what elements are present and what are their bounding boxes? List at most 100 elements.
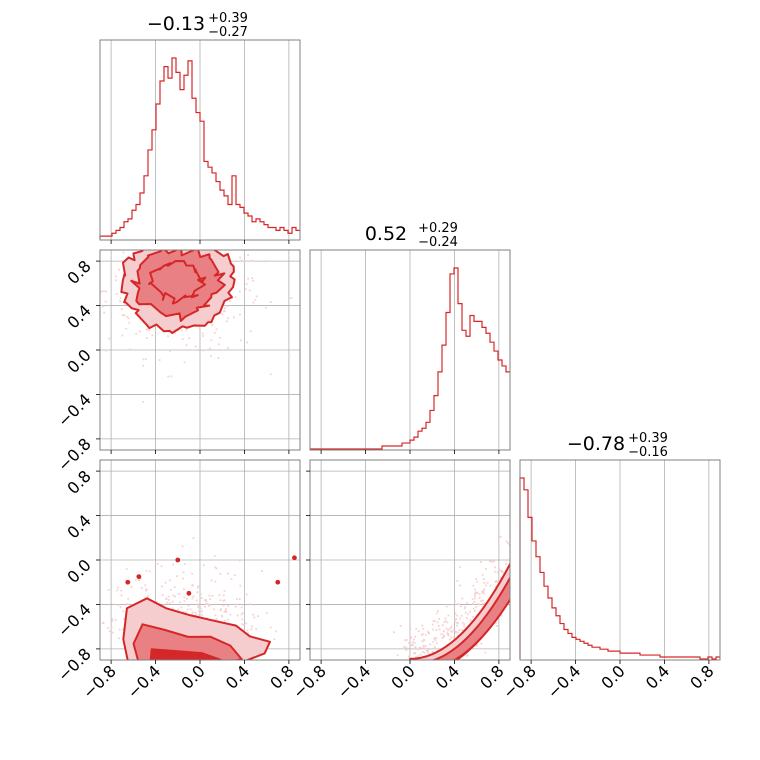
scatter-point	[239, 256, 242, 259]
scatter-point	[26, 614, 28, 616]
scatter-point	[417, 655, 420, 658]
scatter-point	[111, 617, 114, 620]
x-tick-label: 0.4	[432, 661, 463, 692]
scatter-point	[434, 685, 436, 687]
scatter-point	[161, 594, 164, 596]
scatter-point	[493, 560, 495, 563]
scatter-point	[478, 593, 481, 596]
scatter-point	[125, 327, 128, 330]
scatter-point	[215, 618, 218, 620]
scatter-point	[424, 644, 427, 647]
scatter-point	[145, 358, 147, 361]
scatter-point	[228, 245, 230, 247]
scatter-point	[255, 628, 258, 630]
histogram-panel-0	[99, 39, 301, 244]
scatter-point	[422, 644, 425, 647]
scatter-point	[249, 603, 252, 606]
title-median: −0.78	[567, 433, 625, 455]
scatter-point	[452, 628, 455, 631]
scatter-point	[445, 605, 448, 608]
scatter-point	[215, 567, 218, 570]
x-tick-label: 0.4	[642, 661, 673, 692]
scatter-point	[155, 600, 158, 603]
scatter-point	[437, 661, 439, 663]
scatter-point	[463, 607, 466, 610]
scatter-point	[208, 605, 210, 608]
scatter-point	[427, 632, 430, 635]
scatter-point	[479, 561, 482, 563]
scatter-point	[224, 307, 226, 310]
histogram-panel-1	[309, 249, 511, 454]
y-tick-label: 0.0	[63, 345, 94, 376]
scatter-point	[225, 320, 228, 323]
scatter-point	[172, 607, 175, 610]
scatter-point	[238, 559, 241, 562]
scatter-point	[217, 343, 220, 346]
scatter-point	[510, 592, 512, 594]
scatter-point	[405, 649, 408, 651]
scatter-point	[223, 310, 226, 312]
scatter-point	[435, 629, 438, 632]
scatter-point	[460, 614, 463, 617]
scatter-point	[413, 695, 415, 697]
scatter-point	[450, 625, 453, 628]
scatter-point	[466, 613, 469, 616]
scatter-point	[412, 644, 414, 646]
scatter-point	[214, 580, 217, 583]
scatter-point	[275, 630, 278, 633]
histogram-step-line	[310, 267, 510, 450]
density-contour-island	[125, 579, 131, 585]
scatter-point	[95, 618, 97, 620]
scatter-point	[243, 260, 246, 263]
scatter-point	[253, 616, 256, 619]
y-tick-label: −0.8	[54, 434, 95, 475]
scatter-point	[505, 563, 508, 565]
scatter-point	[408, 642, 410, 644]
scatter-point	[454, 631, 457, 634]
scatter-point	[421, 634, 423, 636]
scatter-point	[193, 223, 195, 225]
scatter-point	[219, 573, 222, 575]
scatter-point	[495, 580, 498, 583]
scatter-point	[118, 628, 121, 631]
scatter-point	[423, 639, 426, 642]
scatter-point	[233, 316, 235, 319]
scatter-point	[496, 571, 499, 574]
x-tick-label: −0.8	[79, 661, 120, 702]
scatter-point	[195, 599, 198, 602]
scatter-point	[252, 279, 255, 282]
scatter-point	[231, 297, 233, 300]
scatter-point	[172, 594, 175, 597]
scatter-point	[123, 618, 125, 620]
y-tick-label: −0.4	[54, 390, 95, 431]
scatter-point	[125, 568, 128, 571]
scatter-point	[433, 620, 436, 623]
scatter-point	[198, 327, 201, 330]
scatter-point	[231, 245, 233, 247]
scatter-point	[122, 251, 125, 254]
scatter-point	[139, 577, 142, 580]
scatter-point	[201, 610, 203, 613]
scatter-point	[217, 357, 220, 359]
scatter-point	[421, 633, 424, 635]
scatter-point	[434, 639, 437, 642]
scatter-point	[170, 589, 172, 591]
scatter-point	[193, 210, 195, 212]
scatter-point	[481, 602, 484, 605]
histogram-step-line	[519, 477, 720, 660]
scatter-point	[517, 572, 519, 574]
scatter-point	[427, 649, 430, 652]
scatter-point	[443, 621, 446, 624]
scatter-point	[221, 245, 223, 247]
scatter-point	[456, 622, 459, 624]
scatter-point	[502, 571, 504, 574]
scatter-point	[210, 579, 213, 582]
scatter-point	[127, 317, 130, 320]
scatter-point	[483, 603, 486, 605]
scatter-point	[210, 355, 212, 358]
scatter-point	[431, 664, 433, 666]
scatter-point	[516, 580, 518, 582]
scatter-point	[480, 642, 483, 645]
scatter-point	[435, 637, 438, 639]
histogram-title-0: −0.13 +0.39 −0.27	[147, 11, 248, 40]
